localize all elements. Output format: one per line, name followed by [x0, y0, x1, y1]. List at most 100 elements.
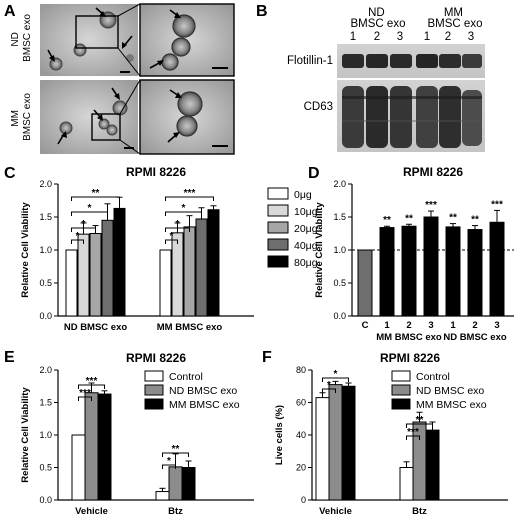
significance-label: * [76, 231, 80, 242]
panel-d-label: D [308, 165, 320, 182]
panel-b-label: B [256, 3, 268, 20]
legend-swatch [391, 370, 411, 382]
bar [97, 393, 112, 501]
bar [71, 434, 86, 501]
y-tick-label: 20 [296, 463, 306, 473]
y-tick-label: 0.0 [39, 311, 52, 321]
bar [195, 218, 208, 317]
y-tick-label: 1.5 [39, 212, 52, 222]
y-tick-label: 40 [296, 430, 306, 440]
legend-label: 40μg [294, 240, 318, 252]
chart-title: RPMI 8226 [380, 351, 440, 365]
significance-bracket [406, 435, 420, 440]
y-tick-label: 0.5 [39, 463, 52, 473]
legend-label: MM BMSC exo [416, 399, 487, 411]
x-category-label: 1 [450, 320, 456, 331]
bar [401, 225, 417, 317]
y-tick-label: 1.0 [39, 245, 52, 255]
bar [65, 249, 78, 317]
x-category-label: 1 [384, 320, 390, 331]
significance-label: *** [79, 388, 91, 399]
significance-label: *** [86, 376, 98, 387]
significance-label: * [176, 219, 180, 230]
significance-label: * [170, 231, 174, 242]
significance-label: * [327, 380, 331, 391]
legend-swatch [391, 398, 411, 410]
y-tick-label: 2.0 [39, 179, 52, 189]
lane-number: 2 [445, 31, 451, 43]
y-tick-label: 0.5 [39, 278, 52, 288]
significance-bracket [71, 211, 108, 216]
y-tick-label: 1.0 [333, 245, 346, 255]
bar [328, 384, 343, 501]
significance-bracket [322, 377, 349, 382]
x-category-label: MM BMSC exo [157, 322, 223, 333]
blot-flotillin [337, 44, 485, 78]
x-category-label: 3 [428, 320, 433, 331]
significance-label: * [182, 203, 186, 214]
significance-bracket [78, 396, 92, 401]
x-category-label: Vehicle [319, 506, 352, 517]
bar [159, 249, 172, 317]
y-tick-label: 2.0 [39, 365, 52, 375]
panel-f-label: F [262, 349, 272, 366]
y-tick-label: 1.5 [333, 212, 346, 222]
significance-label: *** [407, 427, 419, 438]
bar [171, 232, 184, 317]
lane-number: 2 [374, 31, 380, 43]
legend-label: ND BMSC exo [169, 385, 237, 397]
bar [77, 233, 90, 317]
significance-label: *** [184, 188, 196, 199]
significance-label: * [334, 369, 338, 380]
x-category-label: 2 [472, 320, 477, 331]
significance-bracket [71, 196, 120, 201]
significance-bracket [165, 239, 178, 244]
significance-bracket [78, 384, 105, 389]
legend-swatch [144, 370, 164, 382]
legend-swatch [267, 187, 289, 200]
legend-swatch [267, 255, 289, 268]
panel-b-group-nd: ND BMSC exo [351, 7, 406, 30]
significance-label: * [88, 203, 92, 214]
x-category-label: ND BMSC exo [64, 322, 128, 333]
bar [379, 227, 395, 317]
y-tick-label: 0.0 [39, 495, 52, 505]
legend-label: Control [169, 371, 203, 383]
x-category-label: Vehicle [75, 506, 108, 517]
x-category-label: C [362, 320, 369, 331]
significance-label: ** [471, 215, 479, 226]
significance-bracket [165, 227, 190, 232]
lane-number: 1 [424, 31, 430, 43]
panel-e-label: E [4, 349, 15, 366]
bar [101, 219, 114, 317]
chart-f: 0 20 40 60 80 RPMI 8226 Live cells (%) Vehicle B… [274, 351, 508, 517]
tem-zoom-mm [139, 79, 235, 155]
bar [489, 221, 505, 317]
significance-label: ** [172, 444, 180, 455]
x-category-label: Btz [412, 506, 427, 517]
panel-b: B ND BMSC exo MM BMSC exo 1 2 3 1 2 3 Fl… [256, 3, 485, 152]
y-axis-label: Relative Cell Viability [20, 387, 31, 483]
y-tick-label: 0.0 [333, 311, 346, 321]
lane-number: 3 [397, 31, 403, 43]
significance-label: * [82, 219, 86, 230]
y-axis-label: Relative Cell Viability [314, 202, 325, 298]
bar [84, 392, 99, 501]
panel-a-row-labels: ND BMSC exo MM BMSC exo [10, 14, 33, 141]
y-tick-label: 1.5 [39, 398, 52, 408]
x-category-label: Btz [168, 506, 183, 517]
panel-c-label: C [4, 165, 16, 182]
legend-label: ND BMSC exo [416, 385, 484, 397]
significance-label: *** [491, 199, 503, 210]
chart-title: RPMI 8226 [403, 165, 463, 179]
legend-swatch [391, 384, 411, 396]
y-tick-label: 60 [296, 398, 306, 408]
chart-e: 0.0 0.5 1.0 1.5 2.0 RPMI 8226 Relative Cell Vi… [20, 351, 254, 517]
tem-image-mm [40, 79, 141, 155]
legend-swatch [144, 384, 164, 396]
y-tick-label: 1.0 [39, 430, 52, 440]
legend-label: Control [416, 371, 450, 383]
significance-label: ** [405, 213, 413, 224]
significance-bracket [162, 452, 189, 457]
lane-number: 3 [468, 31, 474, 43]
